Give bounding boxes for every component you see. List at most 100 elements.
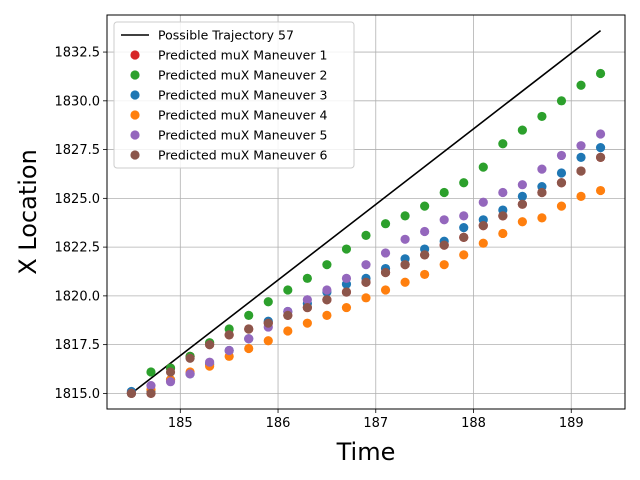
scatter-point — [400, 277, 410, 287]
scatter-point — [361, 277, 371, 287]
scatter-point — [439, 187, 449, 198]
scatter-point — [302, 295, 312, 305]
scatter-point — [556, 96, 567, 106]
legend-marker — [130, 110, 140, 120]
grid — [107, 15, 625, 409]
y-axis-label: X Location — [14, 149, 42, 275]
scatter-point — [478, 238, 488, 248]
scatter-point — [322, 285, 332, 295]
scatter-point — [283, 326, 293, 336]
scatter-point — [244, 334, 254, 344]
x-tick-label: 186 — [266, 416, 291, 431]
y-axis: 1815.0 1817.5 1820.0 1822.5 1825.0 1827.5 1830… — [55, 46, 107, 402]
scatter-point — [595, 185, 606, 196]
scatter-point — [361, 230, 371, 241]
scatter-point — [302, 273, 312, 283]
legend: Possible Trajectory 57 Predicted muX Mane… — [113, 21, 355, 169]
scatter-point — [400, 211, 410, 221]
scatter-point — [341, 244, 352, 254]
scatter-point — [322, 260, 332, 270]
scatter-point — [146, 388, 156, 398]
scatter-point — [537, 111, 547, 122]
legend-marker — [130, 70, 140, 80]
legend-marker — [130, 50, 140, 60]
legend-label: Predicted muX Maneuver 6 — [158, 148, 327, 163]
legend-label: Predicted muX Maneuver 4 — [158, 108, 327, 123]
scatter-point — [224, 330, 234, 340]
scatter-point — [498, 187, 508, 198]
scatter-point — [517, 199, 527, 209]
scatter-point — [517, 125, 527, 135]
scatter-point — [420, 226, 430, 237]
x-tick-label: 185 — [168, 416, 193, 431]
legend-marker — [130, 90, 140, 100]
legend-label: Predicted muX Maneuver 2 — [158, 68, 327, 83]
trajectory-line-layer — [130, 29, 602, 395]
scatter-point — [439, 215, 449, 225]
scatter-point — [146, 367, 156, 377]
scatter-point — [459, 223, 469, 233]
y-tick-label: 1827.5 — [55, 143, 101, 158]
scatter-point — [576, 166, 586, 176]
y-tick-label: 1832.5 — [55, 46, 101, 61]
scatter-point — [595, 129, 606, 139]
scatter-point — [341, 273, 352, 283]
y-tick-label: 1817.5 — [55, 338, 101, 353]
scatter-point — [361, 260, 371, 270]
scatter-point — [537, 187, 547, 198]
scatter-point — [283, 310, 293, 320]
scatter-point — [478, 221, 488, 231]
scatter-point — [263, 318, 273, 328]
scatter-point — [283, 285, 293, 295]
scatter-point — [556, 150, 567, 161]
y-tick-label: 1815.0 — [55, 387, 101, 402]
scatter-point — [380, 285, 391, 295]
x-tick-label: 188 — [461, 416, 486, 431]
scatter-point — [361, 293, 371, 303]
x-axis: 185 186 187 188 189 — [168, 409, 584, 431]
series-6-points — [126, 152, 606, 398]
x-tick-label: 187 — [363, 416, 388, 431]
scatter-point — [498, 139, 508, 149]
scatter-point — [322, 310, 332, 320]
scatter-point — [341, 287, 352, 297]
scatter-point — [517, 217, 527, 227]
scatter-point — [322, 295, 332, 305]
y-tick-label: 1820.0 — [55, 289, 101, 304]
series-5-points — [126, 129, 606, 398]
x-tick-label: 189 — [559, 416, 584, 431]
scatter-point — [576, 141, 586, 151]
legend-label: Predicted muX Maneuver 3 — [158, 88, 327, 103]
scatter-point — [380, 219, 391, 229]
scatter-point — [576, 80, 586, 90]
scatter-point — [341, 302, 352, 313]
scatter-point — [244, 343, 254, 354]
scatter-point — [302, 302, 312, 313]
scatter-point — [420, 269, 430, 280]
scatter-point — [576, 191, 586, 201]
scatter-point — [380, 248, 391, 258]
y-tick-label: 1822.5 — [55, 241, 101, 256]
scatter-point — [459, 250, 469, 260]
scatter-point — [263, 336, 273, 346]
plot-frame — [106, 14, 626, 410]
scatter-point — [146, 380, 156, 391]
scatter-point — [595, 68, 606, 79]
scatter-point — [420, 250, 430, 260]
scatter-point — [165, 377, 176, 387]
scatter-point — [205, 357, 215, 367]
scatter-point — [302, 318, 312, 328]
legend-label: Predicted muX Maneuver 1 — [158, 48, 327, 63]
scatter-point — [205, 340, 215, 350]
scatter-point — [263, 297, 273, 307]
legend-box — [113, 21, 355, 169]
scatter-points-layer — [126, 68, 606, 398]
scatter-point — [556, 201, 567, 211]
x-axis-label: Time — [336, 438, 396, 466]
scatter-point — [165, 367, 176, 377]
y-tick-label: 1830.0 — [55, 94, 101, 109]
legend-label: Possible Trajectory 57 — [158, 28, 294, 43]
scatter-point — [439, 260, 449, 270]
scatter-point — [244, 310, 254, 320]
